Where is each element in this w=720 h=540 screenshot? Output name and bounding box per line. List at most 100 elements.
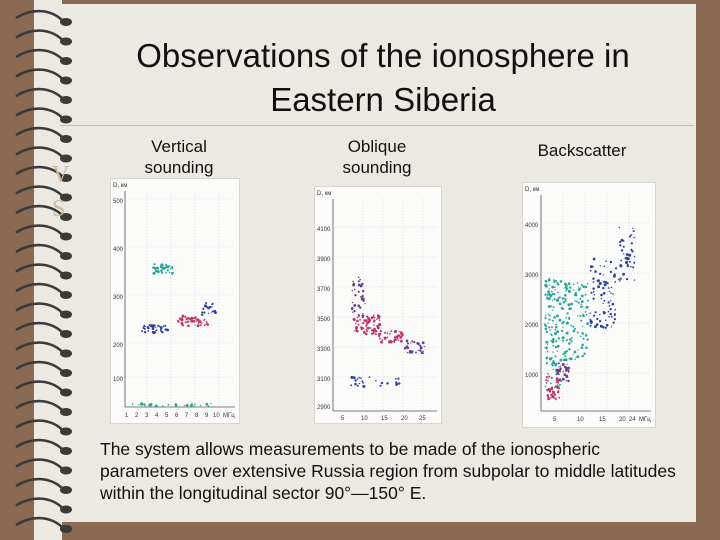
bs-trace-point (630, 234, 633, 236)
os-trace-point (411, 350, 414, 353)
bs-y-tick: 3000 (525, 273, 539, 279)
spiral-hole (60, 154, 72, 163)
bs-trace-point (562, 339, 564, 342)
page-title: Observations of the ionosphere in Easter… (136, 37, 630, 118)
vs-trace-point (193, 403, 196, 406)
vs-trace-point (202, 308, 205, 310)
spiral-hole (60, 349, 72, 358)
bs-trace-point (574, 300, 576, 302)
os-trace-point (351, 301, 354, 304)
bs-trace-point (594, 325, 597, 329)
spiral-ring (15, 477, 63, 489)
os-trace-point (354, 379, 357, 382)
spiral-hole (60, 76, 72, 85)
vs-trace-point (185, 404, 187, 406)
bs-trace-point (577, 349, 579, 351)
os-trace-point (368, 376, 371, 378)
os-trace-point (364, 332, 368, 336)
bs-trace-point (546, 295, 548, 297)
bs-trace-point (603, 283, 607, 287)
vs-x-tick: 7 (185, 413, 189, 419)
os-trace-point (384, 331, 386, 334)
bs-x-unit: МГц (639, 417, 651, 423)
bs-trace-point (552, 337, 555, 341)
bs-trace-point (626, 264, 629, 268)
bs-trace-point (633, 261, 636, 264)
vs-trace-point (195, 320, 197, 322)
vs-trace-point (181, 324, 184, 327)
side-letter-s: S (52, 196, 66, 222)
os-trace-point (357, 314, 360, 316)
bs-trace-point (557, 382, 559, 384)
os-trace-point (355, 329, 358, 332)
spiral-ring (15, 107, 63, 119)
spiral-hole (60, 330, 72, 338)
bs-trace-point (554, 397, 557, 400)
bs-trace-point (581, 332, 584, 335)
bs-trace-point (562, 301, 565, 304)
bs-trace-point (559, 383, 561, 386)
bs-x-tick: 15 (599, 417, 606, 423)
bs-trace-point (551, 292, 554, 296)
bs-trace-point (554, 355, 557, 358)
caption-text: The system allows measurements to be mad… (100, 439, 676, 503)
spiral-hole (60, 291, 72, 299)
bs-trace-point (568, 348, 571, 351)
vs-trace-point (203, 318, 206, 321)
bs-trace-point (581, 325, 584, 327)
vs-trace-point (155, 326, 157, 329)
bs-trace-point (547, 322, 549, 325)
bs-trace-point (557, 337, 560, 340)
os-trace-point (381, 339, 384, 341)
bs-trace-point (579, 314, 582, 317)
bs-trace-point (611, 302, 615, 306)
bs-trace-point (564, 358, 568, 362)
os-trace-point (377, 317, 379, 320)
bs-trace-point (555, 340, 558, 343)
vs-trace-point (207, 312, 210, 315)
vs-trace-point (156, 266, 159, 270)
vs-trace-point (211, 306, 213, 308)
bs-trace-point (610, 292, 612, 294)
vs-trace-point (203, 311, 206, 314)
bs-trace-point (599, 265, 601, 267)
spiral-hole (60, 525, 72, 533)
bs-trace-point (550, 305, 552, 308)
bs-trace-point (566, 363, 568, 365)
os-trace-point (362, 289, 365, 293)
os-trace-point (350, 307, 354, 311)
bs-trace-point (545, 379, 548, 381)
bs-trace-point (600, 297, 602, 300)
bs-trace-point (633, 236, 635, 239)
bs-trace-point (544, 314, 547, 317)
bs-trace-point (565, 379, 568, 382)
bs-trace-point (564, 365, 567, 369)
bs-trace-point (633, 255, 636, 258)
spiral-hole (60, 96, 72, 104)
bs-trace-point (584, 310, 587, 313)
bs-trace-point (622, 272, 625, 276)
bs-trace-point (552, 396, 555, 399)
bs-trace-point (548, 293, 551, 296)
os-trace-point (379, 384, 382, 387)
bs-trace-point (586, 338, 589, 341)
bs-trace-point (556, 298, 559, 302)
vs-trace-point (153, 263, 156, 266)
bs-trace-point (546, 394, 549, 397)
bs-trace-point (545, 284, 548, 288)
os-trace-point (365, 324, 368, 327)
vs-trace-point (151, 331, 154, 334)
bs-trace-point (554, 345, 558, 349)
bs-trace-point (556, 344, 560, 348)
bs-trace-point (614, 314, 616, 317)
bs-trace-point (565, 374, 568, 377)
bs-trace-point (599, 272, 602, 275)
vs-trace-point (196, 324, 200, 327)
os-trace-point (393, 336, 396, 338)
vs-trace-point (161, 271, 164, 274)
bs-trace-point (589, 269, 592, 272)
vertical-sounding-label: Vertical sounding (144, 137, 214, 177)
backscatter-label: Backscatter (537, 141, 627, 160)
os-trace-point (396, 337, 399, 340)
os-y-tick: 3700 (317, 287, 331, 293)
